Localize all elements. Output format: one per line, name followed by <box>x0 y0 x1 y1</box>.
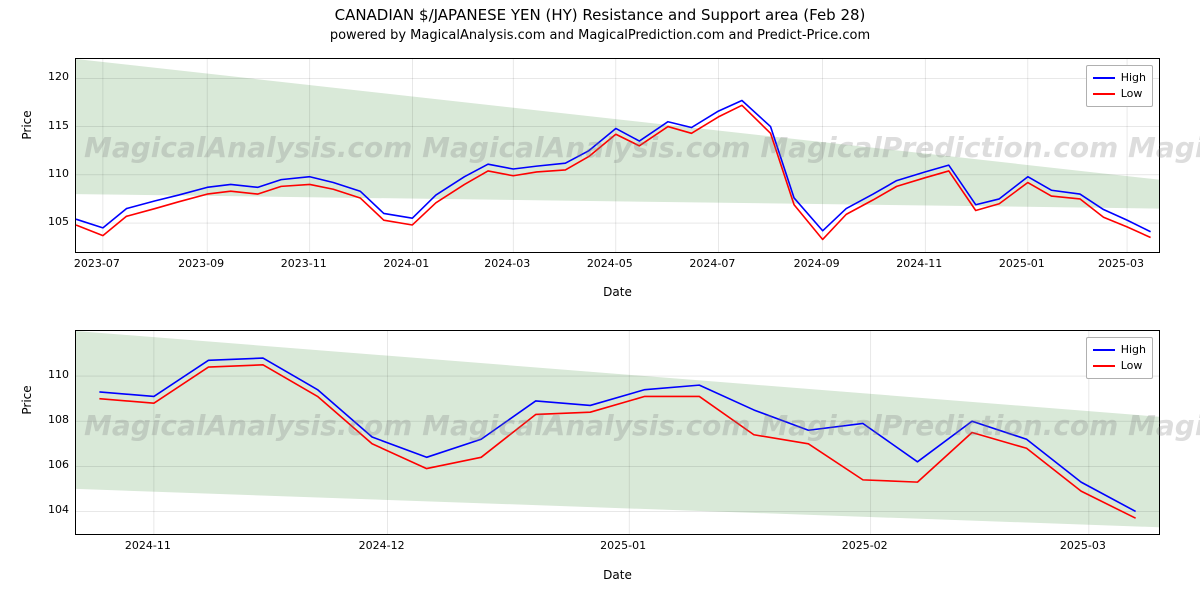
x-tick-label: 2024-11 <box>896 257 942 270</box>
x-tick-label: 2024-01 <box>383 257 429 270</box>
x-tick-label: 2024-03 <box>484 257 530 270</box>
y-tick-label: 110 <box>37 368 69 381</box>
x-tick-label: 2024-09 <box>794 257 840 270</box>
legend-bottom: High Low <box>1086 337 1153 379</box>
figure-title: CANADIAN $/JAPANESE YEN (HY) Resistance … <box>0 6 1200 24</box>
chart-svg-top <box>76 59 1159 252</box>
legend-swatch-low <box>1093 93 1115 95</box>
x-tick-label: 2025-01 <box>600 539 646 552</box>
chart-panel-top: MagicalAnalysis.com MagicalAnalysis.com … <box>75 58 1160 253</box>
legend-label-high: High <box>1121 342 1146 358</box>
y-axis-label-top: Price <box>20 75 34 175</box>
legend-item-high: High <box>1093 342 1146 358</box>
legend-label-low: Low <box>1121 358 1143 374</box>
figure: CANADIAN $/JAPANESE YEN (HY) Resistance … <box>0 0 1200 600</box>
x-tick-label: 2023-07 <box>74 257 120 270</box>
x-tick-label: 2025-01 <box>999 257 1045 270</box>
x-tick-label: 2025-02 <box>842 539 888 552</box>
x-tick-label: 2023-09 <box>178 257 224 270</box>
x-axis-label-top: Date <box>75 285 1160 299</box>
legend-swatch-high <box>1093 349 1115 351</box>
y-tick-label: 115 <box>37 119 69 132</box>
legend-item-low: Low <box>1093 86 1146 102</box>
y-tick-label: 104 <box>37 503 69 516</box>
legend-swatch-low <box>1093 365 1115 367</box>
x-tick-label: 2024-05 <box>587 257 633 270</box>
legend-item-high: High <box>1093 70 1146 86</box>
y-tick-label: 120 <box>37 70 69 83</box>
x-tick-label: 2025-03 <box>1060 539 1106 552</box>
legend-top: High Low <box>1086 65 1153 107</box>
x-axis-label-bottom: Date <box>75 568 1160 582</box>
x-tick-label: 2024-11 <box>125 539 171 552</box>
x-tick-label: 2025-03 <box>1098 257 1144 270</box>
x-tick-label: 2024-07 <box>689 257 735 270</box>
chart-panel-bottom: MagicalAnalysis.com MagicalAnalysis.com … <box>75 330 1160 535</box>
legend-label-low: Low <box>1121 86 1143 102</box>
chart-svg-bottom <box>76 331 1159 534</box>
y-tick-label: 108 <box>37 413 69 426</box>
legend-swatch-high <box>1093 77 1115 79</box>
y-tick-label: 106 <box>37 458 69 471</box>
legend-label-high: High <box>1121 70 1146 86</box>
figure-subtitle: powered by MagicalAnalysis.com and Magic… <box>0 28 1200 43</box>
x-tick-label: 2023-11 <box>281 257 327 270</box>
y-tick-label: 110 <box>37 167 69 180</box>
x-tick-label: 2024-12 <box>359 539 405 552</box>
y-axis-label-bottom: Price <box>20 350 34 450</box>
y-tick-label: 105 <box>37 215 69 228</box>
legend-item-low: Low <box>1093 358 1146 374</box>
